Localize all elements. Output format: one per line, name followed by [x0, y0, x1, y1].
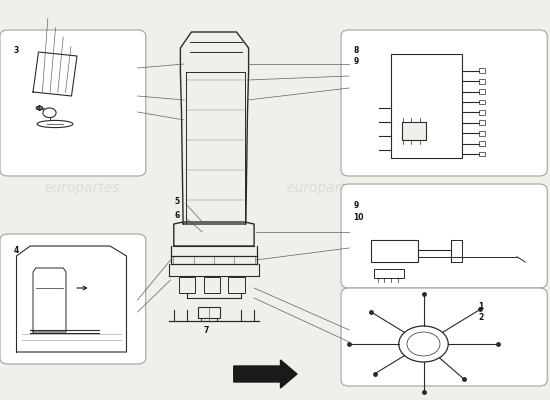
Text: europartes: europartes	[44, 181, 120, 195]
Text: 1: 1	[478, 302, 484, 311]
Bar	[478, 141, 485, 146]
FancyBboxPatch shape	[341, 30, 547, 176]
Bar	[179, 277, 195, 293]
Bar	[371, 240, 418, 262]
Bar	[478, 152, 485, 156]
Text: europartes: europartes	[286, 181, 362, 195]
Text: 7: 7	[204, 326, 209, 335]
Bar	[374, 269, 404, 278]
Bar	[478, 68, 485, 73]
Text: 9: 9	[354, 201, 359, 210]
Bar	[478, 100, 485, 104]
Text: 3: 3	[14, 46, 19, 55]
Bar	[198, 307, 220, 318]
Bar	[478, 110, 485, 115]
FancyBboxPatch shape	[341, 288, 547, 386]
Text: 9: 9	[354, 57, 359, 66]
Text: 4: 4	[14, 246, 19, 255]
FancyBboxPatch shape	[341, 184, 547, 288]
Bar	[478, 131, 485, 136]
Text: 8: 8	[354, 46, 359, 55]
FancyBboxPatch shape	[0, 234, 146, 364]
Text: 6: 6	[175, 211, 180, 220]
Bar	[478, 79, 485, 84]
Bar	[478, 120, 485, 125]
Text: 10: 10	[354, 213, 364, 222]
Text: 5: 5	[175, 197, 180, 206]
Bar	[390, 54, 462, 158]
FancyBboxPatch shape	[0, 30, 146, 176]
Bar	[402, 122, 426, 140]
Text: 2: 2	[478, 313, 484, 322]
Bar	[204, 277, 220, 293]
Bar	[478, 89, 485, 94]
Bar	[228, 277, 245, 293]
Polygon shape	[234, 360, 297, 388]
